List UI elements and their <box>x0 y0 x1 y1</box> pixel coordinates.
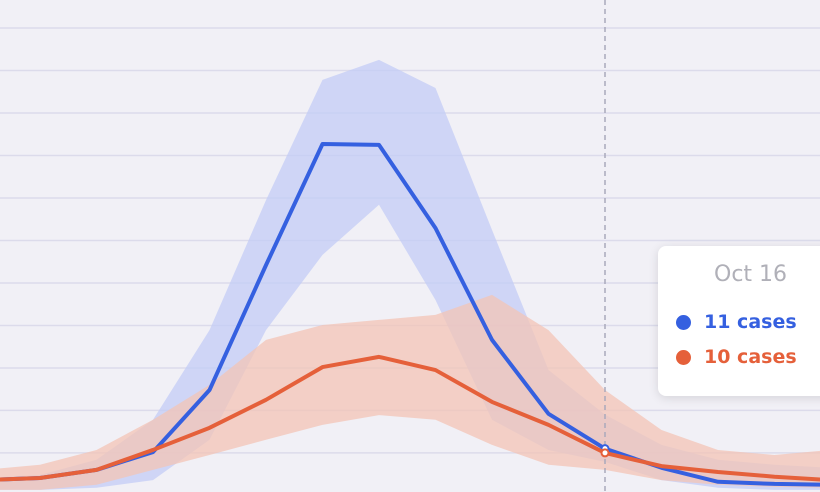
tooltip-value: 11 cases <box>704 311 797 333</box>
tooltip-title: Oct 16 <box>714 262 788 287</box>
series-line <box>0 354 820 482</box>
confidence-band <box>0 294 820 490</box>
tooltip: Oct 16 11 cases 10 cases <box>658 246 820 396</box>
legend-dot <box>676 314 691 330</box>
tooltip-entry: 11 cases <box>676 311 797 333</box>
confidence-band <box>0 59 820 490</box>
tooltip-value: 10 cases <box>704 346 797 368</box>
legend-dot <box>676 349 691 365</box>
hover-point <box>600 448 610 458</box>
tooltip-entry: 10 cases <box>676 346 797 368</box>
